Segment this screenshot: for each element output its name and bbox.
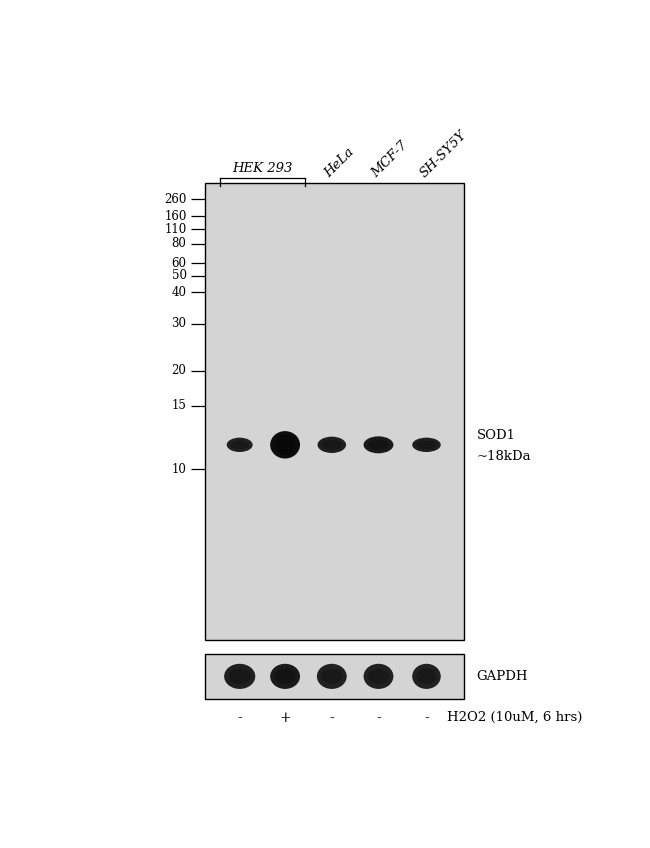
Ellipse shape <box>368 669 389 683</box>
Ellipse shape <box>321 669 343 683</box>
Text: HeLa: HeLa <box>322 146 358 180</box>
Text: SOD1: SOD1 <box>476 428 515 442</box>
Ellipse shape <box>363 664 393 689</box>
Text: 160: 160 <box>164 209 187 223</box>
Text: -: - <box>424 711 429 725</box>
FancyBboxPatch shape <box>205 654 464 700</box>
Text: -: - <box>330 711 334 725</box>
Ellipse shape <box>317 437 346 453</box>
Ellipse shape <box>363 437 393 454</box>
Ellipse shape <box>270 664 300 689</box>
Text: 30: 30 <box>172 317 187 330</box>
Text: 80: 80 <box>172 237 187 250</box>
Text: 260: 260 <box>164 192 187 206</box>
Ellipse shape <box>275 669 296 683</box>
Text: 110: 110 <box>164 222 187 236</box>
Ellipse shape <box>368 440 389 450</box>
Text: SH-SY5Y: SH-SY5Y <box>417 128 469 180</box>
FancyBboxPatch shape <box>205 183 464 640</box>
Text: MCF-7: MCF-7 <box>369 139 411 180</box>
Ellipse shape <box>231 440 249 449</box>
Text: 20: 20 <box>172 365 187 377</box>
Text: GAPDH: GAPDH <box>476 670 528 683</box>
Text: 10: 10 <box>172 462 187 476</box>
Text: 50: 50 <box>172 269 187 282</box>
Ellipse shape <box>317 664 346 689</box>
Ellipse shape <box>270 431 300 459</box>
Text: HEK 293: HEK 293 <box>232 162 292 175</box>
Ellipse shape <box>224 664 255 689</box>
Ellipse shape <box>322 440 342 449</box>
Text: +: + <box>280 711 291 725</box>
Ellipse shape <box>417 440 436 449</box>
Text: ~18kDa: ~18kDa <box>476 450 531 463</box>
Ellipse shape <box>417 669 436 683</box>
Ellipse shape <box>412 438 441 452</box>
Text: 15: 15 <box>172 399 187 412</box>
Ellipse shape <box>412 664 441 689</box>
Ellipse shape <box>276 434 295 455</box>
Text: H2O2 (10uM, 6 hrs): H2O2 (10uM, 6 hrs) <box>447 711 582 724</box>
Text: -: - <box>376 711 381 725</box>
Ellipse shape <box>227 438 253 452</box>
Text: -: - <box>237 711 242 725</box>
Text: 40: 40 <box>172 286 187 298</box>
Ellipse shape <box>229 669 251 683</box>
Text: 60: 60 <box>172 257 187 270</box>
